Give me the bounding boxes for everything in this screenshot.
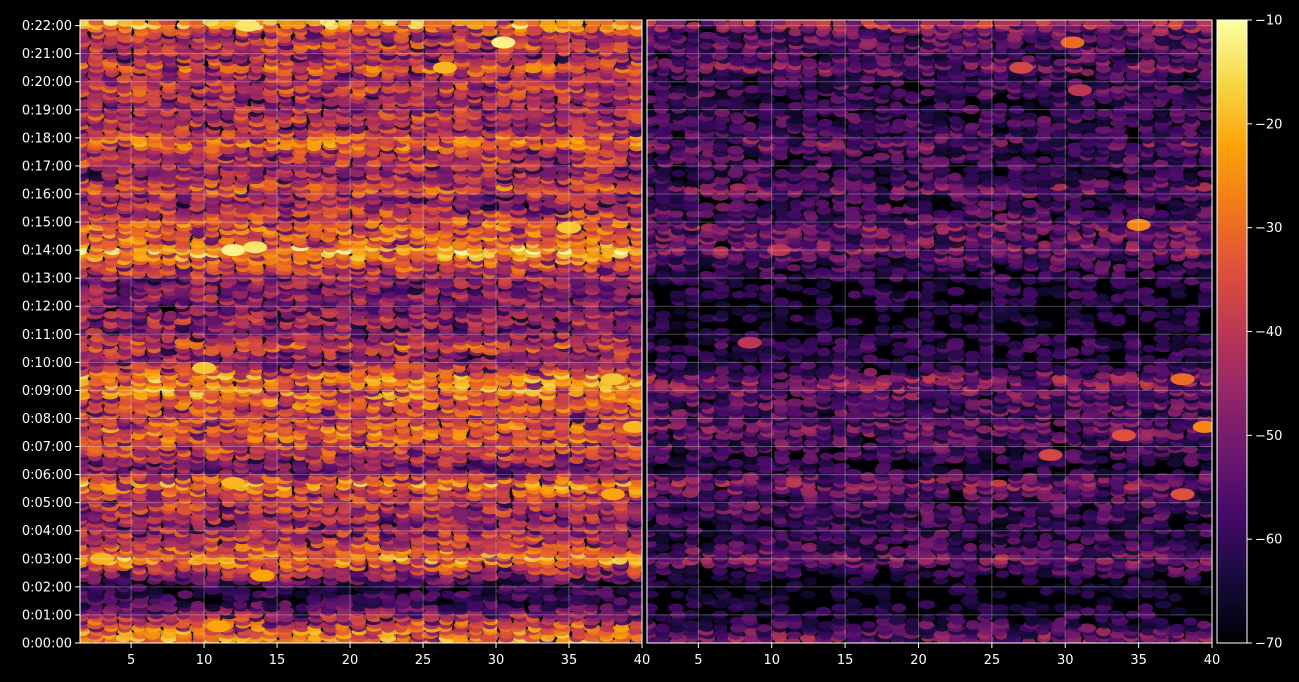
heatmap-cell (103, 583, 117, 592)
heatmap-cell (118, 469, 132, 478)
heatmap-cell (337, 593, 355, 602)
heatmap-cell (233, 600, 248, 609)
heatmap-cell (234, 331, 249, 340)
heatmap-cell (380, 523, 394, 531)
heatmap-cell (205, 603, 222, 613)
heatmap-cell (295, 603, 309, 613)
heatmap-cell (424, 604, 440, 612)
heatmap-cell (336, 583, 352, 593)
heatmap-cell (351, 593, 366, 603)
heatmap-cell (598, 586, 614, 596)
heatmap-cell (406, 287, 424, 296)
heatmap-cell (508, 600, 526, 609)
heatmap-cell (352, 468, 370, 478)
heatmap-cell (628, 590, 642, 599)
heatmap-cell (177, 590, 194, 599)
heatmap-panel-left (80, 20, 642, 643)
heatmap-cell (86, 573, 102, 582)
heatmap-cell (587, 468, 601, 478)
heatmap-cell (353, 583, 369, 593)
heatmap-cell (539, 587, 555, 595)
heatmap-cell (427, 590, 441, 599)
heatmap-cell (190, 600, 205, 609)
heatmap-cell (613, 472, 630, 481)
heatmap-cell (509, 573, 526, 582)
heatmap-cell (613, 596, 628, 606)
heatmap-cell (409, 589, 424, 600)
heatmap-cell (528, 603, 544, 613)
heatmap-cell (80, 584, 90, 592)
heatmap-cell (396, 593, 410, 603)
heatmap-cell (173, 600, 192, 609)
heatmap-cell (293, 590, 308, 599)
heatmap-cell (164, 310, 178, 319)
heatmap-cell (482, 607, 498, 616)
heatmap-cell (306, 583, 322, 593)
heatmap-cell (441, 590, 455, 599)
heatmap-cell (252, 590, 266, 599)
heatmap-cell (263, 597, 281, 606)
heatmap-cell (278, 600, 292, 610)
heatmap-cell (454, 590, 472, 599)
heatmap-cell (88, 583, 105, 592)
heatmap-cell (323, 582, 339, 593)
heatmap-cell (220, 600, 238, 609)
heatmap-cell (528, 597, 544, 606)
heatmap-cell (147, 603, 164, 613)
heatmap-cell (410, 600, 425, 609)
heatmap-cell (554, 600, 572, 609)
heatmap-cell (496, 603, 511, 613)
heatmap-cell (217, 519, 234, 528)
heatmap-cell (117, 600, 133, 609)
heatmap-cell (146, 586, 164, 596)
heatmap-cell (148, 597, 163, 605)
heatmap-cell (277, 606, 295, 616)
heatmap-cell (104, 604, 121, 612)
heatmap-cell (627, 596, 642, 606)
heatmap-cell (145, 471, 160, 482)
heatmap-cell (437, 604, 455, 612)
heatmap-cell (527, 465, 543, 475)
heatmap-cell (277, 469, 291, 478)
heatmap-cell (130, 583, 147, 592)
heatmap-cell (482, 579, 497, 589)
heatmap-cell (424, 468, 440, 478)
heatmap-cell (293, 611, 311, 619)
heatmap-cell (265, 586, 281, 596)
heatmap-cell (628, 583, 642, 593)
heatmap-cell (557, 586, 572, 596)
heatmap-cell (583, 603, 599, 613)
heatmap-cell (409, 361, 425, 370)
heatmap-cell (192, 590, 206, 599)
heatmap-cell (89, 603, 104, 613)
heatmap-cell (584, 593, 602, 602)
heatmap-cell (498, 583, 514, 592)
heatmap-cell (131, 610, 150, 620)
heatmap-cell (480, 587, 497, 595)
heatmap-cell (159, 593, 175, 603)
heatmap-cell (615, 586, 631, 596)
heatmap-cell (278, 461, 292, 472)
heatmap-cell (190, 583, 205, 592)
heatmap-cell (306, 576, 322, 586)
heatmap-cell (234, 586, 251, 596)
heatmap-cell (466, 583, 484, 593)
heatmap-cell (305, 594, 322, 602)
heatmap-cell (572, 576, 586, 586)
heatmap-cell (321, 590, 338, 599)
heatmap-cell (218, 469, 234, 478)
heatmap-cell (217, 579, 235, 589)
heatmap-cell (570, 586, 587, 596)
heatmap-cells-left (80, 20, 642, 643)
heatmap-cell (542, 594, 558, 602)
heatmap-cell (363, 596, 381, 606)
heatmap-cell (470, 593, 485, 602)
heatmap-cell (498, 594, 516, 602)
heatmap-cell (483, 593, 498, 602)
